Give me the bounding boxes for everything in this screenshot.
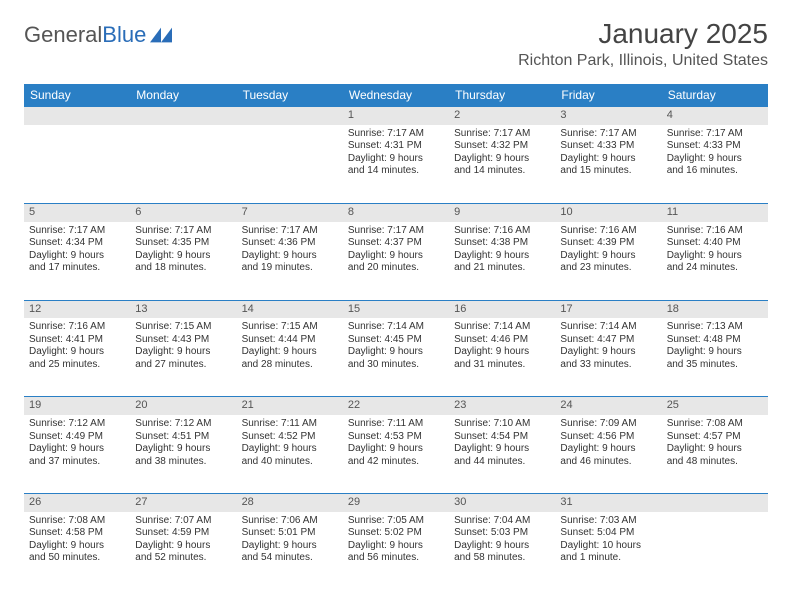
- weekday-header: Saturday: [662, 84, 768, 106]
- day-content-row: Sunrise: 7:17 AM Sunset: 4:31 PM Dayligh…: [24, 125, 768, 203]
- day-cell: Sunrise: 7:16 AM Sunset: 4:39 PM Dayligh…: [555, 222, 661, 300]
- day-cell: Sunrise: 7:10 AM Sunset: 4:54 PM Dayligh…: [449, 415, 555, 493]
- day-cell: [130, 125, 236, 203]
- day-cell: [662, 512, 768, 590]
- day-number: 12: [24, 301, 130, 319]
- day-number: [662, 494, 768, 512]
- calendar-location: Richton Park, Illinois, United States: [518, 52, 768, 70]
- day-content-row: Sunrise: 7:12 AM Sunset: 4:49 PM Dayligh…: [24, 415, 768, 493]
- day-cell: Sunrise: 7:08 AM Sunset: 4:57 PM Dayligh…: [662, 415, 768, 493]
- day-number: 4: [662, 107, 768, 125]
- logo: GeneralBlue: [24, 22, 172, 48]
- logo-text-a: General: [24, 22, 102, 48]
- day-cell: Sunrise: 7:15 AM Sunset: 4:43 PM Dayligh…: [130, 318, 236, 396]
- day-cell: Sunrise: 7:03 AM Sunset: 5:04 PM Dayligh…: [555, 512, 661, 590]
- day-number: 7: [237, 204, 343, 222]
- day-cell: Sunrise: 7:13 AM Sunset: 4:48 PM Dayligh…: [662, 318, 768, 396]
- day-number: 16: [449, 301, 555, 319]
- day-number: 8: [343, 204, 449, 222]
- day-cell: Sunrise: 7:17 AM Sunset: 4:32 PM Dayligh…: [449, 125, 555, 203]
- title-block: January 2025 Richton Park, Illinois, Uni…: [518, 18, 768, 70]
- day-cell: Sunrise: 7:04 AM Sunset: 5:03 PM Dayligh…: [449, 512, 555, 590]
- day-number: 2: [449, 107, 555, 125]
- logo-text-b: Blue: [102, 22, 146, 48]
- day-content-row: Sunrise: 7:17 AM Sunset: 4:34 PM Dayligh…: [24, 222, 768, 300]
- day-number: 25: [662, 397, 768, 415]
- day-cell: Sunrise: 7:14 AM Sunset: 4:45 PM Dayligh…: [343, 318, 449, 396]
- day-number: 1: [343, 107, 449, 125]
- day-cell: Sunrise: 7:12 AM Sunset: 4:49 PM Dayligh…: [24, 415, 130, 493]
- day-content-row: Sunrise: 7:08 AM Sunset: 4:58 PM Dayligh…: [24, 512, 768, 590]
- day-number: 31: [555, 494, 661, 512]
- day-cell: Sunrise: 7:15 AM Sunset: 4:44 PM Dayligh…: [237, 318, 343, 396]
- day-number-row: 262728293031: [24, 493, 768, 512]
- logo-icon: [150, 27, 172, 43]
- day-number: 20: [130, 397, 236, 415]
- day-cell: Sunrise: 7:14 AM Sunset: 4:47 PM Dayligh…: [555, 318, 661, 396]
- day-number-row: 1234: [24, 106, 768, 125]
- day-cell: Sunrise: 7:16 AM Sunset: 4:38 PM Dayligh…: [449, 222, 555, 300]
- day-cell: Sunrise: 7:17 AM Sunset: 4:36 PM Dayligh…: [237, 222, 343, 300]
- day-cell: [24, 125, 130, 203]
- day-number: [237, 107, 343, 125]
- day-cell: Sunrise: 7:17 AM Sunset: 4:33 PM Dayligh…: [555, 125, 661, 203]
- weekday-header: Monday: [130, 84, 236, 106]
- weekday-header-row: Sunday Monday Tuesday Wednesday Thursday…: [24, 84, 768, 106]
- day-cell: Sunrise: 7:06 AM Sunset: 5:01 PM Dayligh…: [237, 512, 343, 590]
- day-number-row: 12131415161718: [24, 300, 768, 319]
- weekday-header: Sunday: [24, 84, 130, 106]
- day-cell: Sunrise: 7:12 AM Sunset: 4:51 PM Dayligh…: [130, 415, 236, 493]
- day-content-row: Sunrise: 7:16 AM Sunset: 4:41 PM Dayligh…: [24, 318, 768, 396]
- day-number: 15: [343, 301, 449, 319]
- day-cell: Sunrise: 7:16 AM Sunset: 4:41 PM Dayligh…: [24, 318, 130, 396]
- day-number-row: 19202122232425: [24, 396, 768, 415]
- day-number: 9: [449, 204, 555, 222]
- calendar-body: 1234Sunrise: 7:17 AM Sunset: 4:31 PM Day…: [24, 106, 768, 590]
- weekday-header: Friday: [555, 84, 661, 106]
- day-cell: Sunrise: 7:11 AM Sunset: 4:53 PM Dayligh…: [343, 415, 449, 493]
- day-number: 19: [24, 397, 130, 415]
- day-number: 24: [555, 397, 661, 415]
- day-cell: Sunrise: 7:11 AM Sunset: 4:52 PM Dayligh…: [237, 415, 343, 493]
- day-number: 28: [237, 494, 343, 512]
- day-number: 29: [343, 494, 449, 512]
- day-number: [130, 107, 236, 125]
- day-number: 22: [343, 397, 449, 415]
- day-cell: Sunrise: 7:17 AM Sunset: 4:31 PM Dayligh…: [343, 125, 449, 203]
- day-cell: Sunrise: 7:17 AM Sunset: 4:33 PM Dayligh…: [662, 125, 768, 203]
- day-number: 13: [130, 301, 236, 319]
- day-number: 21: [237, 397, 343, 415]
- day-number: 23: [449, 397, 555, 415]
- day-cell: Sunrise: 7:17 AM Sunset: 4:35 PM Dayligh…: [130, 222, 236, 300]
- page-header: GeneralBlue January 2025 Richton Park, I…: [24, 18, 768, 70]
- day-number: 6: [130, 204, 236, 222]
- day-number: 14: [237, 301, 343, 319]
- weekday-header: Thursday: [449, 84, 555, 106]
- day-number-row: 567891011: [24, 203, 768, 222]
- day-cell: Sunrise: 7:08 AM Sunset: 4:58 PM Dayligh…: [24, 512, 130, 590]
- day-cell: Sunrise: 7:14 AM Sunset: 4:46 PM Dayligh…: [449, 318, 555, 396]
- day-number: 27: [130, 494, 236, 512]
- calendar-title: January 2025: [518, 18, 768, 50]
- day-cell: Sunrise: 7:07 AM Sunset: 4:59 PM Dayligh…: [130, 512, 236, 590]
- day-number: 3: [555, 107, 661, 125]
- day-number: 10: [555, 204, 661, 222]
- day-number: 30: [449, 494, 555, 512]
- day-cell: Sunrise: 7:17 AM Sunset: 4:37 PM Dayligh…: [343, 222, 449, 300]
- weekday-header: Tuesday: [237, 84, 343, 106]
- day-cell: [237, 125, 343, 203]
- day-cell: Sunrise: 7:05 AM Sunset: 5:02 PM Dayligh…: [343, 512, 449, 590]
- day-number: 17: [555, 301, 661, 319]
- day-cell: Sunrise: 7:09 AM Sunset: 4:56 PM Dayligh…: [555, 415, 661, 493]
- day-number: 26: [24, 494, 130, 512]
- day-number: 5: [24, 204, 130, 222]
- day-cell: Sunrise: 7:16 AM Sunset: 4:40 PM Dayligh…: [662, 222, 768, 300]
- day-number: [24, 107, 130, 125]
- day-number: 11: [662, 204, 768, 222]
- day-cell: Sunrise: 7:17 AM Sunset: 4:34 PM Dayligh…: [24, 222, 130, 300]
- weekday-header: Wednesday: [343, 84, 449, 106]
- day-number: 18: [662, 301, 768, 319]
